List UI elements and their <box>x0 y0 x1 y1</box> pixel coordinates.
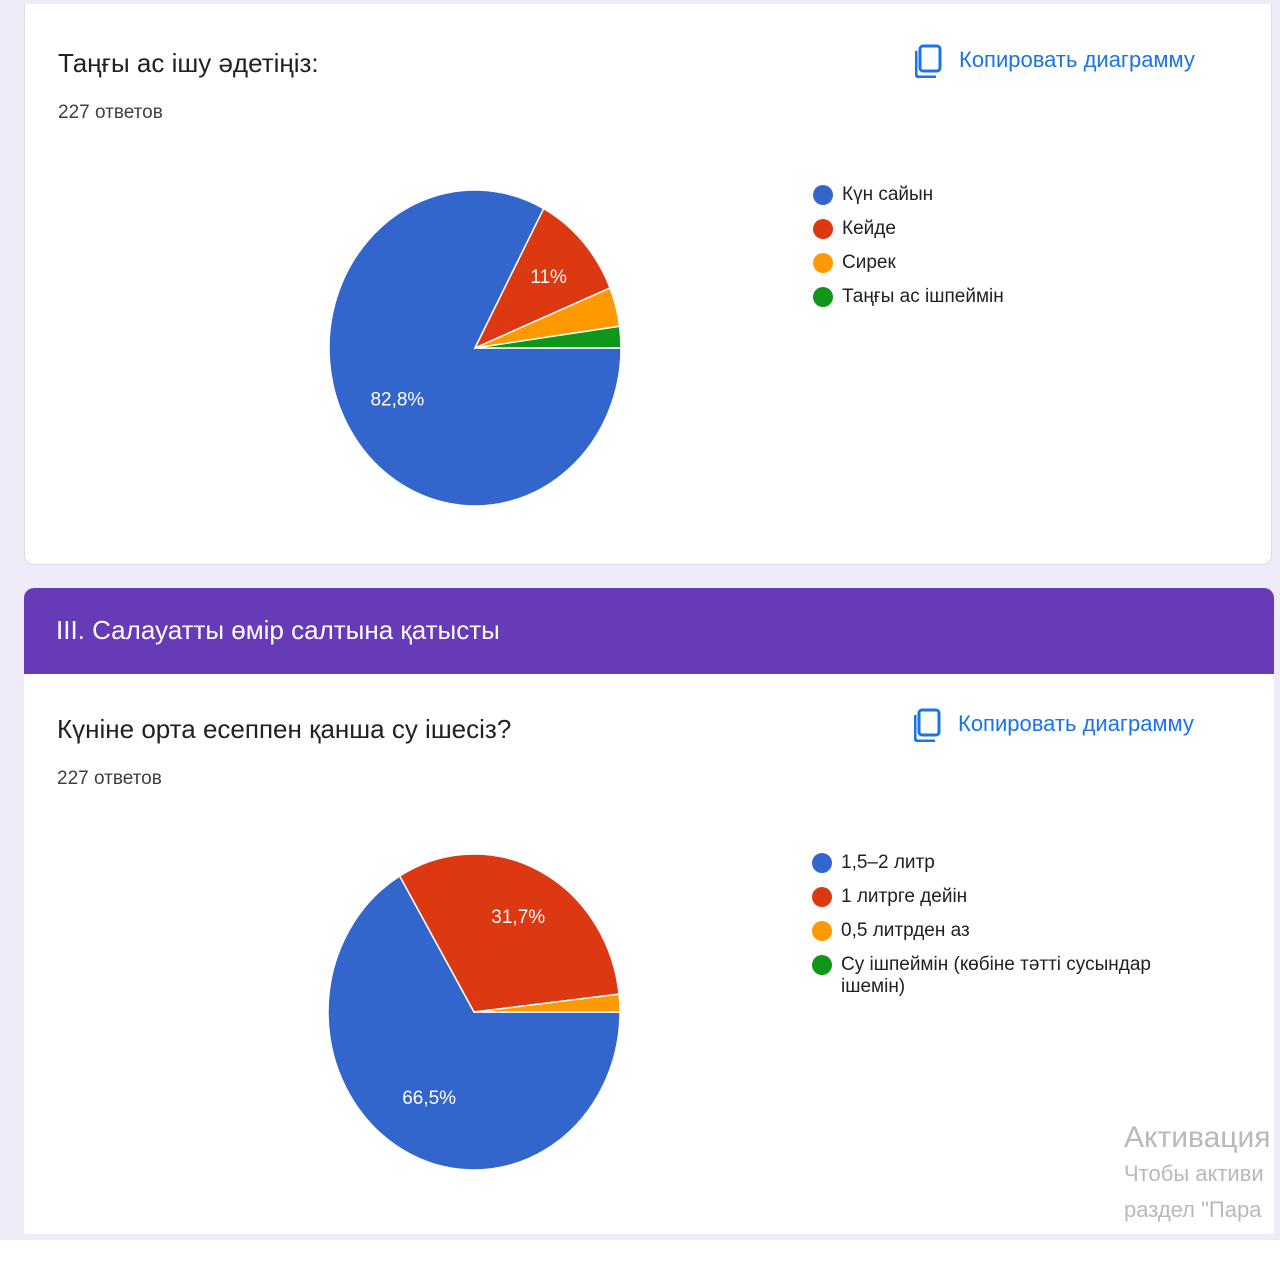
legend-label: 0,5 литрден аз <box>841 920 970 941</box>
question-card-water: III. Салауатты өмір салтына қатысты Күні… <box>24 588 1274 1234</box>
pie-slice-3[interactable] <box>473 993 621 1013</box>
activation-watermark: Активация Чтобы активи раздел "Пара <box>1124 1120 1280 1228</box>
legend-label: 1,5–2 литр <box>841 852 935 873</box>
legend-item: Кейде <box>813 218 1172 252</box>
pie-slice-1[interactable] <box>327 874 621 1171</box>
legend-item: Сирек <box>813 252 1172 286</box>
legend-dot <box>813 219 833 239</box>
question-title: Таңғы ас ішу әдетіңіз: <box>58 48 319 78</box>
copy-chart-button[interactable]: Копировать диаграмму <box>914 706 1194 742</box>
legend-item: 1,5–2 литр <box>812 852 1171 886</box>
response-count: 227 ответов <box>57 768 162 789</box>
legend-dot <box>812 955 832 975</box>
chart-legend: Күн сайын Кейде Сирек Таңғы ас ішпеймін <box>813 184 1172 320</box>
legend-item: 1 литрге дейін <box>812 886 1171 920</box>
legend-dot <box>812 887 832 907</box>
copy-icon <box>915 42 945 78</box>
pie-slice-2[interactable] <box>398 853 620 1013</box>
question-card-breakfast: Таңғы ас ішу әдетіңіз: 227 ответов Копир… <box>24 4 1272 565</box>
legend-label: Сирек <box>842 252 896 273</box>
legend-item: 0,5 литрден аз <box>812 920 1171 954</box>
legend-label: Су ішпеймін (көбіне тәтті сусындар ішемі… <box>841 954 1151 997</box>
legend-item: Су ішпеймін (көбіне тәтті сусындар ішемі… <box>812 954 1171 1010</box>
watermark-line: Чтобы активи <box>1124 1161 1264 1186</box>
pie-chart-breakfast: 82,8% 11% <box>328 189 622 507</box>
legend-dot <box>812 921 832 941</box>
legend-label: Таңғы ас ішпеймін <box>842 286 1004 307</box>
copy-chart-button[interactable]: Копировать диаграмму <box>915 42 1195 78</box>
section-title: III. Салауатты өмір салтына қатысты <box>56 615 500 645</box>
section-header: III. Салауатты өмір салтына қатысты <box>24 588 1274 674</box>
legend-dot <box>813 185 833 205</box>
legend-item: Таңғы ас ішпеймін <box>813 286 1172 320</box>
slice-label-2: 11% <box>530 267 567 288</box>
slice-label-1: 66,5% <box>402 1088 456 1109</box>
pie-slice-4[interactable] <box>474 325 622 349</box>
legend-dot <box>813 287 833 307</box>
chart-legend: 1,5–2 литр 1 литрге дейін 0,5 литрден аз… <box>812 852 1171 1010</box>
legend-label: 1 литрге дейін <box>841 886 968 907</box>
question-title: Күніне орта есеппен қанша су ішесіз? <box>57 714 512 744</box>
legend-label: Кейде <box>842 218 896 239</box>
legend-dot <box>813 253 833 273</box>
copy-chart-label: Копировать диаграмму <box>959 47 1195 72</box>
pie-slice-2[interactable] <box>473 207 612 350</box>
pie-chart-water: 66,5% 31,7% <box>327 853 621 1171</box>
copy-chart-label: Копировать диаграмму <box>958 711 1194 736</box>
legend-dot <box>812 853 832 873</box>
watermark-title: Активация <box>1124 1121 1271 1154</box>
legend-label: Күн сайын <box>842 184 934 205</box>
legend-item: Күн сайын <box>813 184 1172 218</box>
copy-icon <box>914 706 944 742</box>
slice-label-2: 31,7% <box>491 907 545 928</box>
response-count: 227 ответов <box>58 102 163 123</box>
slice-label-1: 82,8% <box>370 389 424 410</box>
watermark-line: раздел "Пара <box>1124 1197 1262 1222</box>
